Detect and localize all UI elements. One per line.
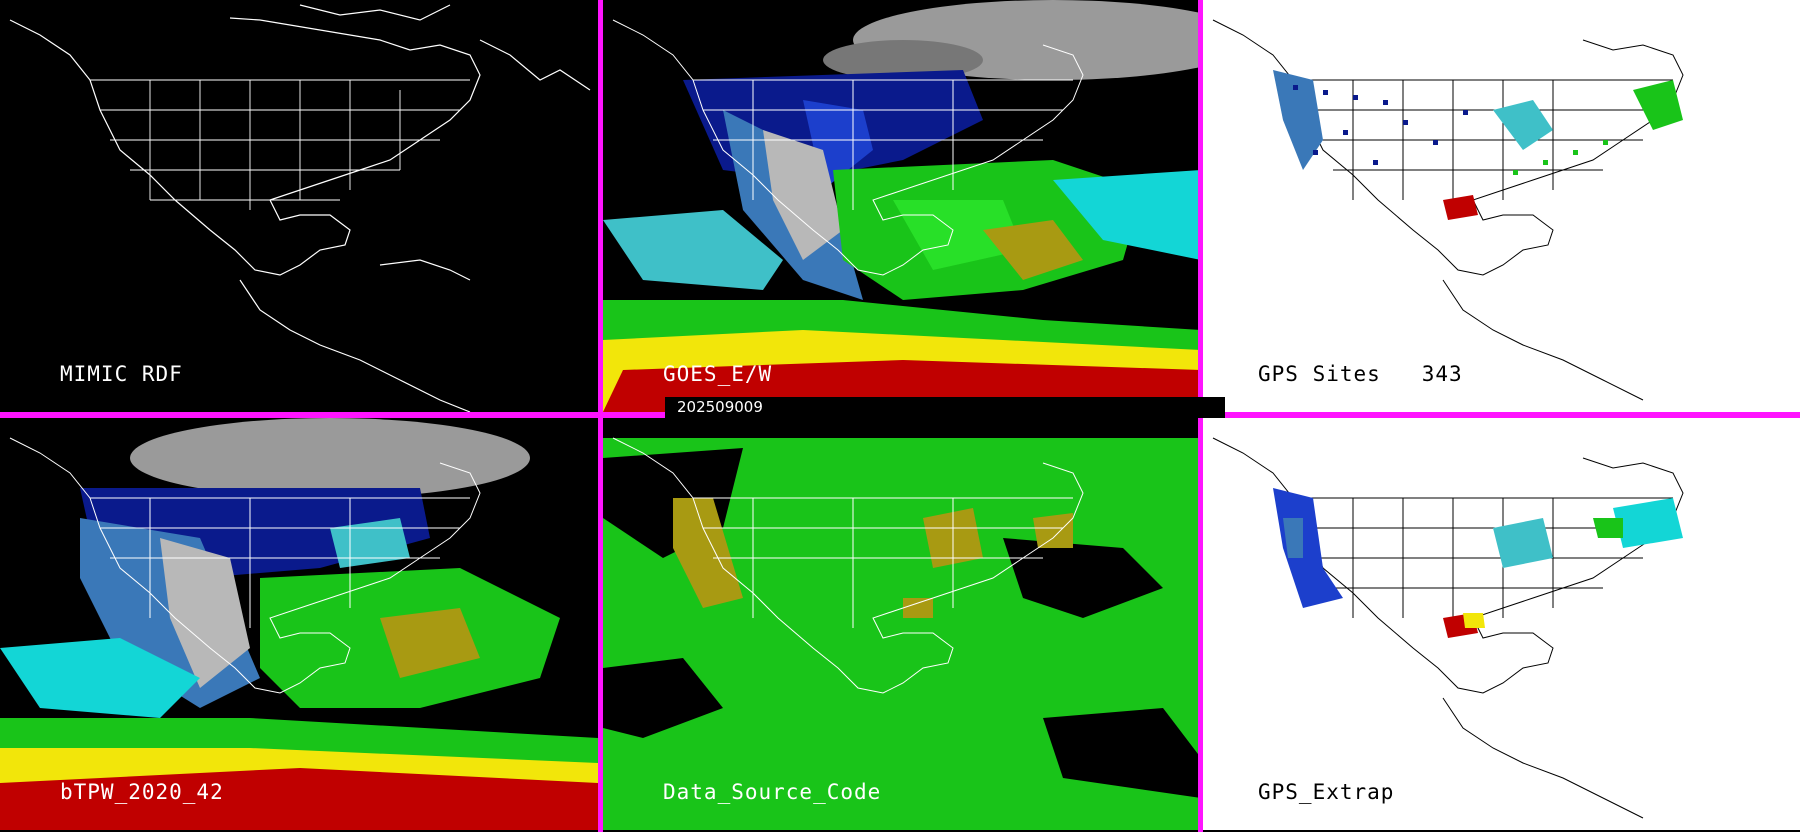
map-panel-gps-sites: GPS Sites 343 <box>1203 0 1800 412</box>
map-moisture-field <box>603 0 1201 412</box>
timestamp: 202509009 <box>677 398 763 416</box>
panel-label: bTPW_2020_42 <box>60 780 224 804</box>
timestamp-bar: 202509009 <box>665 397 1225 418</box>
coastline-outline <box>9 437 481 694</box>
panel-label: GOES_E/W <box>663 362 773 386</box>
map-basemap <box>9 4 591 412</box>
panel-label: GPS Sites 343 <box>1258 362 1463 386</box>
coastline-outline <box>612 19 1084 276</box>
map-panel-mimic-rdf: MIMIC RDF <box>0 0 598 412</box>
map-source-code-field <box>603 437 1201 830</box>
map-panel-goes-ew: GOES_E/W <box>603 0 1201 412</box>
coastline-outline <box>612 437 1084 694</box>
map-panel-gps-extrap: GPS_Extrap <box>1203 418 1800 830</box>
map-panel-data-source-code: Data_Source_Code <box>603 418 1201 830</box>
panel-label: Data_Source_Code <box>663 780 882 804</box>
panel-label: MIMIC RDF <box>60 362 183 386</box>
map-gps-extrap <box>1212 437 1684 819</box>
gps-site-markers <box>1293 85 1468 165</box>
map-gps-sites <box>1212 19 1684 401</box>
map-panel-btpw: bTPW_2020_42 <box>0 418 598 830</box>
panel-label: GPS_Extrap <box>1258 780 1395 804</box>
map-moisture-field <box>0 418 598 830</box>
coastline-outline <box>9 4 591 412</box>
state-borders <box>90 79 470 210</box>
